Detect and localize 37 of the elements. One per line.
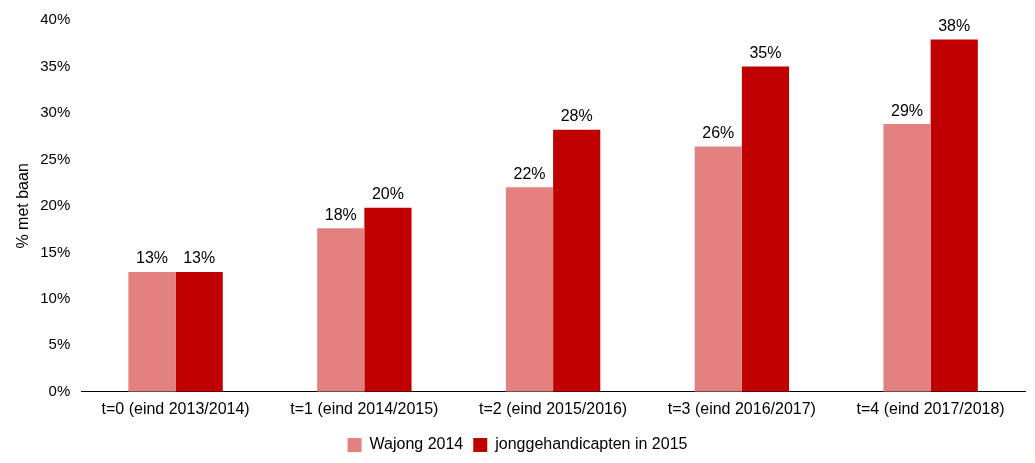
y-tick-label: 25% [40,149,71,167]
legend-label: Wajong 2014 [369,435,464,453]
data-label: 26% [702,123,735,141]
data-label: 29% [891,101,924,119]
x-tick-label: t=0 (eind 2013/2014) [101,399,250,417]
bar [741,66,790,392]
bar [930,39,978,392]
bar [317,228,365,392]
y-tick-label: 10% [40,288,71,306]
y-axis-title: % met baan [14,163,32,249]
y-tick-label: 15% [40,242,71,260]
data-label: 35% [749,43,782,61]
y-tick-label: 0% [48,381,71,399]
y-tick-label: 35% [40,56,71,74]
y-tick-label: 20% [40,196,71,214]
x-tick-label: t=3 (eind 2016/2017) [667,399,816,417]
bar [175,271,223,392]
data-label: 20% [371,185,404,203]
bar [128,271,176,392]
x-tick-label: t=2 (eind 2015/2016) [479,399,628,417]
x-tick-label: t=1 (eind 2014/2015) [290,399,439,417]
legend-label: jonggehandicapten in 2015 [494,435,688,453]
bar [883,124,931,392]
data-label: 38% [938,16,971,34]
data-label: 13% [183,249,216,267]
x-tick-label: t=4 (eind 2017/2018) [856,399,1005,417]
bar [505,187,554,392]
y-tick-label: 5% [48,335,71,353]
bar [694,146,742,392]
data-label: 22% [513,164,546,182]
bar [364,207,412,392]
data-label: 28% [560,107,593,125]
y-tick-label: 40% [40,10,71,28]
bar [553,129,601,392]
data-label: 13% [135,249,169,267]
data-label: 18% [324,205,357,223]
y-tick-label: 30% [40,103,71,121]
